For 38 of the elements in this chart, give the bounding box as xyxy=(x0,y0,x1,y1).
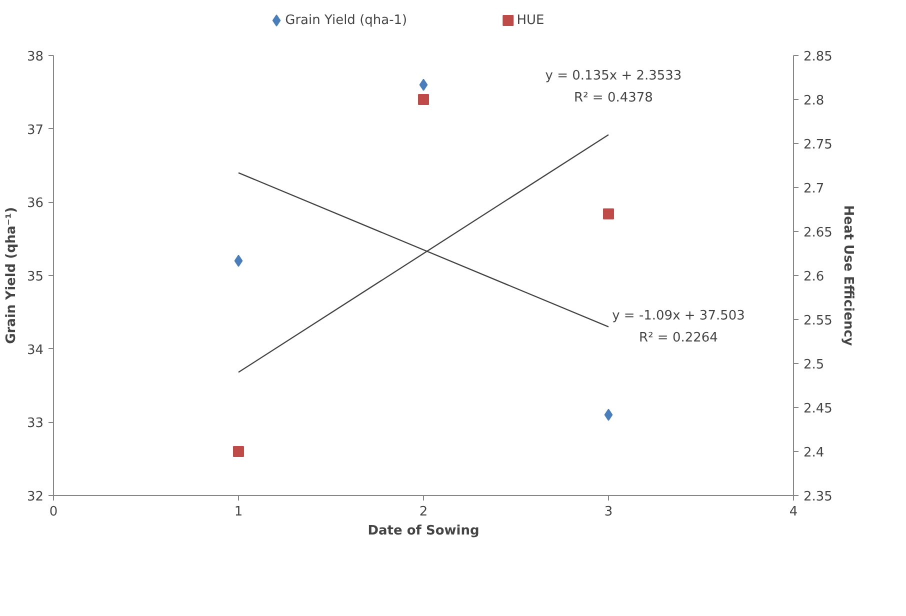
x-tick-label: 2 xyxy=(419,504,428,520)
y-tick-label: 34 xyxy=(26,342,44,358)
y-tick-label: 38 xyxy=(26,50,44,64)
annotation: y = -1.09x + 37.503 xyxy=(612,308,745,324)
y2-tick-label: 2.65 xyxy=(804,226,832,240)
point xyxy=(234,254,243,267)
annotation: y = 0.135x + 2.3533 xyxy=(545,68,682,84)
y2-tick-label: 2.5 xyxy=(804,358,824,372)
y-tick-label: 32 xyxy=(26,490,44,504)
y-axis-title: Grain Yield (qha⁻¹) xyxy=(4,207,19,344)
y2-tick-label: 2.85 xyxy=(804,50,832,64)
y2-tick-label: 2.8 xyxy=(804,94,824,108)
y2-tick-label: 2.4 xyxy=(804,446,824,460)
legend-label: Grain Yield (qha-1) xyxy=(285,13,408,28)
x-tick-label: 4 xyxy=(789,504,798,520)
x-tick-label: 0 xyxy=(49,504,58,520)
point xyxy=(418,94,429,105)
x-tick-label: 1 xyxy=(234,504,243,520)
y2-tick-label: 2.45 xyxy=(804,402,832,416)
y2-tick-label: 2.35 xyxy=(804,490,832,504)
point xyxy=(233,446,244,457)
x-tick-label: 3 xyxy=(604,504,613,520)
annotation: R² = 0.4378 xyxy=(574,90,653,106)
point xyxy=(419,78,428,91)
x-axis-title: Date of Sowing xyxy=(368,524,480,538)
y-tick-label: 33 xyxy=(26,416,44,432)
point xyxy=(604,408,613,421)
y2-tick-label: 2.55 xyxy=(804,314,832,328)
y2-tick-label: 2.7 xyxy=(804,182,824,196)
annotation: R² = 0.2264 xyxy=(639,330,718,346)
y2-tick-label: 2.75 xyxy=(804,138,832,152)
y-tick-label: 37 xyxy=(26,122,44,138)
y2-axis-title: Heat Use Efficiency xyxy=(840,205,856,346)
point xyxy=(603,208,614,220)
y2-tick-label: 2.6 xyxy=(804,270,824,284)
y-tick-label: 35 xyxy=(26,270,44,284)
legend-label: HUE xyxy=(516,13,544,28)
y-tick-label: 36 xyxy=(26,196,44,212)
